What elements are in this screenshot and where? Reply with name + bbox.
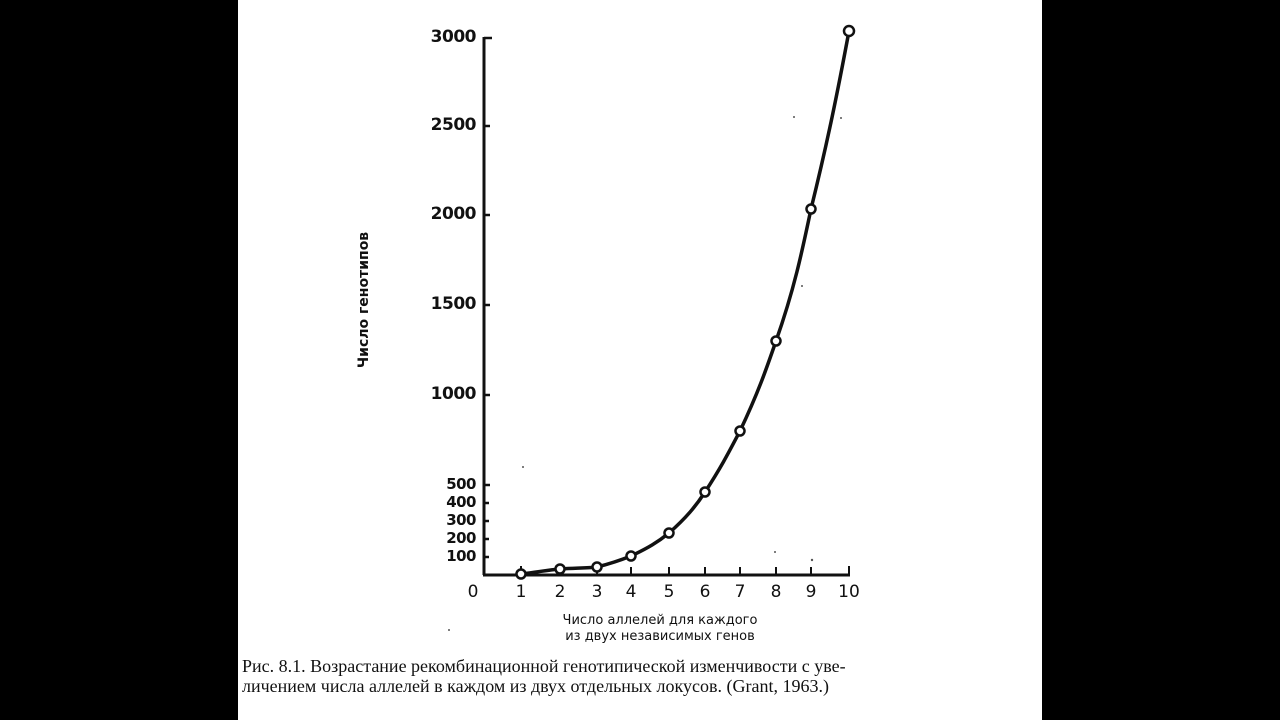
- data-markers: [515, 24, 856, 580]
- xtick-9: 9: [805, 582, 817, 602]
- xtick-7: 7: [734, 582, 746, 602]
- xtick-2: 2: [554, 582, 566, 602]
- ytick-1500: 1500: [430, 294, 477, 314]
- ytick-500: 500: [446, 475, 476, 493]
- ytick-1000: 1000: [430, 384, 477, 404]
- y-ticks: [484, 36, 492, 559]
- xtick-1: 1: [515, 582, 527, 602]
- line-chart: [448, 24, 856, 631]
- ytick-2000: 2000: [430, 204, 477, 224]
- xtick-3: 3: [591, 582, 603, 602]
- xtick-10: 10: [838, 582, 860, 602]
- x-axis-label-line2: из двух независимых генов: [565, 629, 755, 644]
- caption-line1: Рис. 8.1. Возрастание рекомбинационной г…: [242, 656, 846, 676]
- document-page: 3000 2500 2000 1500 1000 500 400 300 200…: [238, 0, 1042, 720]
- x-axis-label-line1: Число аллелей для каждого: [562, 613, 758, 628]
- xtick-5: 5: [663, 582, 675, 602]
- figure-caption: Рис. 8.1. Возрастание рекомбинационной г…: [242, 656, 1032, 696]
- ytick-300: 300: [446, 511, 476, 529]
- data-line: [520, 30, 851, 576]
- ytick-200: 200: [446, 529, 476, 547]
- x-axis-label: Число аллелей для каждого из двух незави…: [510, 613, 810, 645]
- ytick-100: 100: [446, 547, 476, 565]
- xtick-4: 4: [625, 582, 637, 602]
- ytick-3000: 3000: [430, 27, 477, 47]
- caption-line2: личением числа аллелей в каждом из двух …: [242, 676, 829, 696]
- y-axis-label: Число генотипов: [356, 231, 372, 369]
- xtick-8: 8: [770, 582, 782, 602]
- xtick-6: 6: [699, 582, 711, 602]
- ytick-2500: 2500: [430, 115, 477, 135]
- ytick-400: 400: [446, 493, 476, 511]
- xtick-0: 0: [467, 582, 479, 602]
